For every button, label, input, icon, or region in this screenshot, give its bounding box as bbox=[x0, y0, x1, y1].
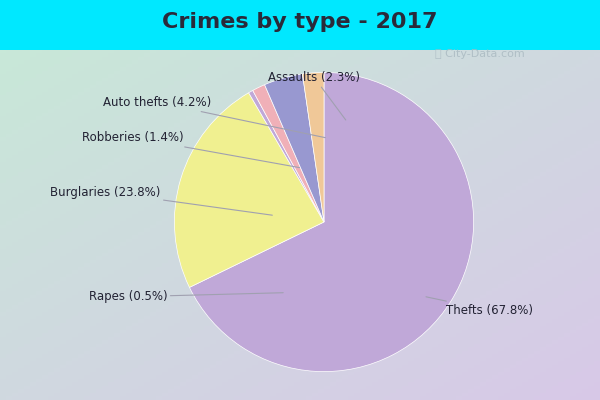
Text: Rapes (0.5%): Rapes (0.5%) bbox=[89, 290, 283, 303]
Wedge shape bbox=[265, 74, 324, 222]
Wedge shape bbox=[175, 93, 324, 287]
Text: Auto thefts (4.2%): Auto thefts (4.2%) bbox=[103, 96, 325, 138]
Text: ⓘ City-Data.com: ⓘ City-Data.com bbox=[435, 49, 525, 59]
Wedge shape bbox=[302, 72, 324, 222]
Text: Assaults (2.3%): Assaults (2.3%) bbox=[268, 71, 361, 120]
Text: Burglaries (23.8%): Burglaries (23.8%) bbox=[50, 186, 272, 215]
Wedge shape bbox=[248, 90, 324, 222]
Text: Thefts (67.8%): Thefts (67.8%) bbox=[426, 297, 533, 317]
Wedge shape bbox=[253, 85, 324, 222]
Wedge shape bbox=[190, 72, 473, 372]
Text: Crimes by type - 2017: Crimes by type - 2017 bbox=[162, 12, 438, 32]
Text: Robberies (1.4%): Robberies (1.4%) bbox=[82, 131, 299, 168]
